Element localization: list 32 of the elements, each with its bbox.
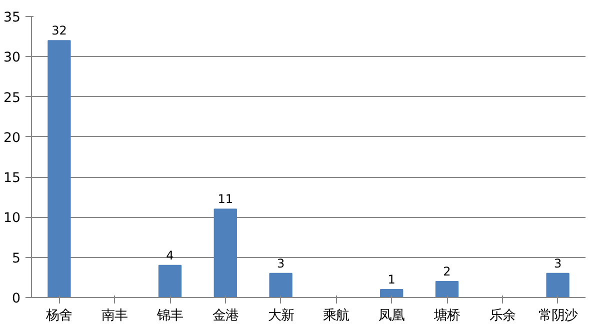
- y-tick-label: 15: [4, 171, 21, 186]
- x-tick-label: 乐余: [489, 308, 516, 324]
- x-tick-label: 南丰: [102, 308, 128, 324]
- data-label: 32: [52, 24, 67, 38]
- x-tick-label: 常阴沙: [538, 308, 578, 324]
- x-tick-label: 塘桥: [433, 308, 460, 324]
- y-tick-label: 5: [12, 251, 21, 266]
- data-label: 3: [276, 256, 285, 270]
- x-tick-label: 凤凰: [378, 308, 405, 324]
- data-label: 4: [166, 248, 174, 262]
- bar: [158, 264, 182, 298]
- x-tick-label: 杨舍: [45, 308, 72, 324]
- data-label: 11: [218, 192, 234, 206]
- y-tick-label: 10: [4, 211, 21, 226]
- bar: [435, 280, 459, 298]
- y-tick-label: 35: [4, 10, 21, 26]
- y-tick-label: 0: [12, 292, 21, 306]
- data-label: 3: [554, 256, 562, 270]
- bar: [48, 40, 71, 298]
- x-tick-label: 金港: [212, 308, 238, 324]
- x-tick-label: 锦丰: [156, 308, 183, 324]
- bar: [380, 288, 404, 298]
- x-tick-label: 乘航: [323, 308, 350, 324]
- y-tick-label: 20: [4, 130, 21, 146]
- y-tick-label: 30: [4, 50, 21, 66]
- bar: [214, 208, 237, 298]
- data-label: 2: [443, 264, 451, 278]
- y-tick-label: 25: [4, 90, 21, 106]
- bar: [269, 272, 292, 298]
- bar: [546, 272, 570, 298]
- data-label: 1: [388, 272, 396, 286]
- x-tick-label: 大新: [268, 308, 294, 324]
